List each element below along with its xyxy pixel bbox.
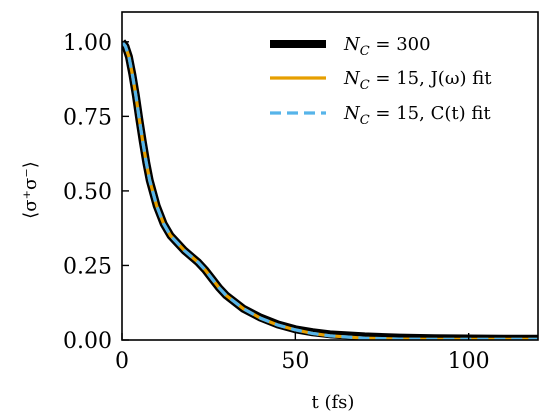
y-tick-label-1: 0.25 [63, 254, 112, 279]
x-tick-label-2: 100 [448, 349, 490, 374]
series-layer [122, 39, 538, 340]
y-tick-label-4: 1.00 [63, 31, 112, 56]
x-tick-label-1: 50 [281, 349, 309, 374]
axes-layer: 0 50 100 0.00 0.25 0.50 0.75 1.00 [63, 11, 539, 374]
x-tick-label-0: 0 [115, 349, 129, 374]
series-line-3 [122, 40, 538, 340]
legend: NC = 300 NC = 15, J(ω) fit NC = 15, C(t) f… [270, 34, 492, 128]
y-tick-label-2: 0.50 [63, 180, 112, 205]
y-tick-label-3: 0.75 [63, 105, 112, 130]
legend-label-3: NC = 15, C(t) fit [343, 103, 491, 128]
y-tick-label-0: 0.00 [63, 329, 112, 354]
x-axis-label: t (fs) [312, 392, 355, 413]
legend-label-2: NC = 15, J(ω) fit [343, 68, 492, 93]
legend-label-1: NC = 300 [343, 34, 431, 59]
axes-frame [121, 11, 539, 341]
y-axis-label: ⟨σ⁺σ⁻⟩ [20, 161, 41, 219]
